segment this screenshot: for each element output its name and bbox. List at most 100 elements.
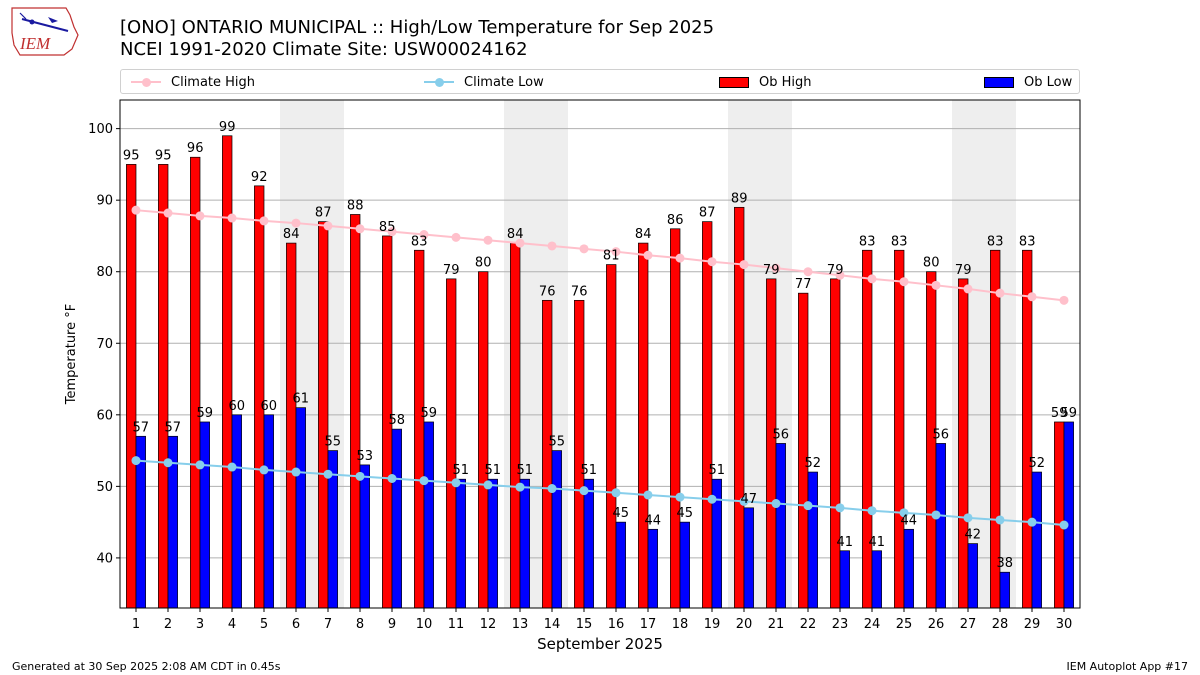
bar-ob-high [542,299,553,609]
bar-ob-low [871,550,882,609]
bar-ob-high [638,242,649,609]
climate-high-point [259,216,269,226]
bar-ob-low [647,528,658,609]
ob-high-value-label: 76 [539,284,556,299]
ob-low-value-label: 45 [613,506,630,521]
climate-high-point [163,208,173,218]
ob-low-value-label: 51 [581,463,598,478]
x-tick-label: 20 [736,617,753,632]
x-tick-label: 22 [800,617,817,632]
x-tick-label: 11 [448,617,465,632]
climate-low-point [771,499,781,509]
climate-high-line [135,209,1065,302]
climate-high-point [803,267,813,277]
ob-low-value-label: 56 [773,427,790,442]
climate-low-point [931,510,941,520]
bar-ob-high [606,264,617,609]
bar-ob-low [391,428,402,609]
ob-high-value-label: 83 [1019,234,1036,249]
bar-ob-low [775,443,786,609]
y-tick-label: 50 [96,480,113,495]
ob-low-value-label: 41 [869,535,886,550]
x-tick-label: 28 [992,617,1009,632]
x-tick-label: 8 [356,617,364,632]
x-tick-label: 14 [544,617,561,632]
chart-title: [ONO] ONTARIO MUNICIPAL :: High/Low Temp… [120,17,714,61]
ob-high-value-label: 84 [507,227,524,242]
ob-high-value-label: 87 [315,206,332,221]
x-tick-label: 29 [1024,617,1041,632]
footer-generated: Generated at 30 Sep 2025 2:08 AM CDT in … [12,660,281,673]
bar-ob-low [551,450,562,609]
ob-low-value-label: 51 [453,463,470,478]
ob-low-value-label: 60 [261,399,278,414]
x-tick-label: 30 [1056,617,1073,632]
climate-high-point [995,288,1005,298]
x-tick-label: 15 [576,617,593,632]
ob-low-value-label: 59 [1061,406,1078,421]
bar-ob-low [263,414,274,609]
climate-high-point [1027,292,1037,302]
ob-low-value-label: 44 [645,513,662,528]
bar-ob-high [958,278,969,609]
climate-high-point [355,224,365,234]
ob-low-value-label: 59 [197,406,214,421]
y-tick-label: 40 [96,551,113,566]
climate-low-point [387,473,397,483]
ob-low-value-label: 44 [901,513,918,528]
climate-high-point [611,247,621,257]
ob-low-value-label: 45 [677,506,694,521]
x-tick-label: 4 [228,617,236,632]
climate-high-point [195,211,205,221]
ob-high-value-label: 80 [475,256,492,271]
legend-climate-high: Climate High [131,74,255,90]
bar-ob-high [862,249,873,609]
footer-app: IEM Autoplot App #17 [1066,660,1189,673]
ob-high-value-label: 79 [955,263,972,278]
climate-high-point [451,232,461,242]
climate-low-point [131,456,141,466]
x-tick-label: 9 [388,617,396,632]
ob-high-value-label: 80 [923,256,940,271]
ob-low-value-label: 56 [933,427,950,442]
climate-low-point [163,458,173,468]
bar-ob-low [231,414,242,609]
bar-ob-low [359,464,370,609]
bar-ob-high [190,156,201,609]
x-tick-label: 10 [416,617,433,632]
bar-ob-high [894,249,905,609]
bar-ob-high [126,164,137,609]
ob-high-value-label: 95 [123,148,140,163]
x-tick-label: 12 [480,617,497,632]
legend-ob-low: Ob Low [984,74,1072,90]
iem-logo: IEM [11,7,79,56]
ob-high-value-label: 87 [699,206,716,221]
bar-ob-low [679,521,690,609]
ob-high-value-label: 83 [859,234,876,249]
legend-climate-high-label: Climate High [171,74,256,90]
bar-ob-low [487,478,498,609]
x-tick-label: 23 [832,617,849,632]
climate-low-point [547,484,557,494]
x-tick-label: 16 [608,617,625,632]
bar-ob-high [222,135,233,609]
ob-high-value-label: 99 [219,120,236,135]
bar-ob-low [935,443,946,609]
legend-ob-low-swatch [984,76,1014,88]
bar-ob-high [286,242,297,609]
x-tick-label: 7 [324,617,332,632]
climate-low-point [803,501,813,511]
ob-high-value-label: 59 [1051,406,1068,421]
bar-ob-low [999,571,1010,609]
bar-ob-high [766,278,777,609]
ob-high-value-label: 88 [347,198,364,213]
ob-low-value-label: 52 [805,456,822,471]
x-tick-label: 5 [260,617,268,632]
climate-high-point [483,235,493,245]
bar-ob-high [510,242,521,609]
climate-high-point [643,250,653,260]
climate-low-point [675,492,685,502]
climate-high-point [387,227,397,237]
bar-ob-low [967,543,978,609]
bar-ob-low [839,550,850,609]
